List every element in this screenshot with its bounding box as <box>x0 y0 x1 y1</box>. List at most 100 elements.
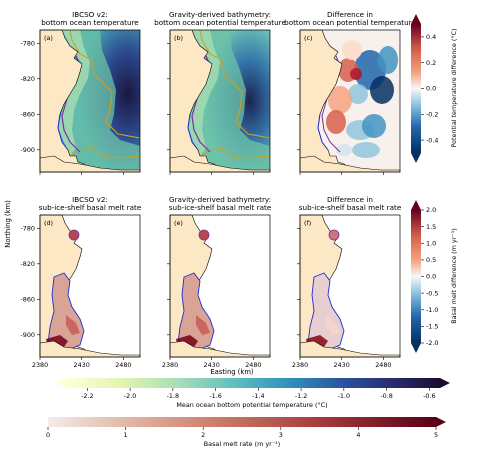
difference-patch <box>352 142 380 158</box>
y-tick-label: -900 <box>20 331 35 339</box>
panel-d: IBCSO v2:sub-ice-shelf basal melt rate (d… <box>20 195 141 369</box>
panel-title: Gravity-derived bathymetry: <box>169 10 271 19</box>
panel-subtitle: sub-ice-shelf basal melt rate <box>299 203 402 212</box>
panel-b: Gravity-derived bathymetry:bottom ocean … <box>154 10 286 175</box>
colorbar-tick-label: -1.5 <box>426 323 438 331</box>
x-tick-label: 2380 <box>32 361 48 369</box>
panel-title: IBCSO v2: <box>72 195 108 204</box>
panel-label: (d) <box>44 219 53 227</box>
colorbar-tick-label: -1.8 <box>167 392 179 400</box>
x-tick-label: 2430 <box>204 361 220 369</box>
panel-title: Difference in <box>327 195 373 204</box>
difference-patch <box>362 114 386 138</box>
colorbar-tick-label: 1.5 <box>426 223 436 231</box>
y-tick-label: -860 <box>20 296 35 304</box>
difference-patch <box>348 84 368 104</box>
ice-shelf-melt <box>328 229 340 241</box>
y-tick-label: -780 <box>20 225 35 233</box>
colorbar-tick-label: -1.0 <box>426 306 438 314</box>
ice-shelf-melt <box>198 229 210 241</box>
panel-subtitle: bottom ocean potential temperature <box>284 18 416 27</box>
colorbar-tick-label: 0 <box>46 431 50 439</box>
panel-label: (f) <box>304 219 311 227</box>
axes-frame <box>39 214 141 358</box>
colorbar-tick-label: -2.2 <box>81 392 93 400</box>
colorbar-tick-label: 2.0 <box>426 206 436 214</box>
colorbar-tick-label: -0.2 <box>426 111 438 119</box>
x-tick-label: 2480 <box>115 361 131 369</box>
x-axis-label: Easting (km) <box>210 368 254 376</box>
difference-patch <box>336 144 352 156</box>
colorbar-temperature-difference: 0.4 0.2 0.0 -0.2 -0.4 Potential temperature … <box>411 14 458 163</box>
y-axis-label: Northing (km) <box>4 200 12 248</box>
panel-label: (c) <box>304 34 313 42</box>
colorbar-tick-label: 1.0 <box>426 239 436 247</box>
axes-frame <box>39 29 141 173</box>
grounding-line <box>317 113 329 151</box>
panel-subtitle: sub-ice-shelf basal melt rate <box>169 203 272 212</box>
colorbar-melt: 0 1 2 3 4 5 Basal melt rate (m yr⁻¹) <box>46 417 446 448</box>
high-melt-region <box>326 315 340 335</box>
x-tick-label: 2480 <box>245 361 261 369</box>
colorbar-tick-label: 0.2 <box>426 59 436 67</box>
colorbar-tick-label: -1.4 <box>252 392 264 400</box>
colorbar-tick-label: -2.0 <box>426 339 438 347</box>
difference-patch <box>370 76 394 104</box>
difference-patch <box>342 40 362 60</box>
colorbar-melt-difference-label: Basal melt difference (m yr⁻¹) <box>450 228 458 324</box>
colorbar-melt-label: Basal melt rate (m yr⁻¹) <box>204 440 280 448</box>
grounding-line <box>57 113 69 151</box>
panel-label: (b) <box>174 34 183 42</box>
colorbar-tick-label: 4 <box>356 431 360 439</box>
panel-subtitle: bottom ocean temperature <box>41 18 139 27</box>
colorbar-temperature: -2.2 -2.0 -1.8 -1.6 -1.4 -1.2 -1.0 -0.8 -0.6 Mea… <box>56 378 450 409</box>
panel-label: (a) <box>44 34 53 42</box>
difference-patch <box>328 86 352 114</box>
ice-shelf-melt <box>68 229 80 241</box>
colorbar-tick-label: 0.5 <box>426 256 436 264</box>
axes-frame <box>169 29 271 173</box>
difference-patch <box>326 110 346 134</box>
panel-title: Gravity-derived bathymetry: <box>169 195 271 204</box>
grounding-line <box>187 113 199 151</box>
colorbar-tick-label: -0.4 <box>426 136 438 144</box>
axes-frame <box>299 214 401 358</box>
colorbar-tick-label: 2 <box>201 431 205 439</box>
panel-title: IBCSO v2: <box>72 10 108 19</box>
colorbar-tick-label: 0.0 <box>426 273 436 281</box>
colorbar-melt-difference: 2.0 1.5 1.0 0.5 0.0 -0.5 -1.0 -1.5 -2.0 Basal me… <box>411 200 458 353</box>
y-tick-label: -860 <box>20 111 35 119</box>
difference-patch <box>378 46 398 74</box>
difference-patch <box>350 68 362 80</box>
x-tick-label: 2430 <box>334 361 350 369</box>
x-tick-label: 2480 <box>375 361 391 369</box>
panel-subtitle: sub-ice-shelf basal melt rate <box>39 203 142 212</box>
x-tick-label: 2380 <box>162 361 178 369</box>
colorbar-tick-label: 0.4 <box>426 33 436 41</box>
colorbar-tick-label: -2.0 <box>124 392 136 400</box>
axes-frame <box>169 214 271 358</box>
colorbar-tick-label: 0.0 <box>426 85 436 93</box>
x-tick-label: 2380 <box>292 361 308 369</box>
colorbar-tick-label: -1.2 <box>295 392 307 400</box>
high-melt-region <box>66 315 80 335</box>
panel-e: Gravity-derived bathymetry:sub-ice-shelf… <box>162 195 272 369</box>
colorbar-tick-label: 1 <box>124 431 128 439</box>
colorbar-tick-label: -0.6 <box>423 392 435 400</box>
colorbar-tick-label: -1.0 <box>338 392 350 400</box>
colorbar-tick-label: 5 <box>434 431 438 439</box>
x-tick-label: 2430 <box>74 361 90 369</box>
panel-a: IBCSO v2:bottom ocean temperature (a) -780… <box>20 10 141 175</box>
colorbar-temperature-label: Mean ocean bottom potential temperature … <box>176 401 327 409</box>
colorbar-tick-label: -1.6 <box>209 392 221 400</box>
panel-subtitle: bottom ocean potential temperature <box>154 18 286 27</box>
panel-title: Difference in <box>327 10 373 19</box>
colorbar-tick-label: -0.8 <box>380 392 392 400</box>
y-tick-label: -900 <box>20 146 35 154</box>
colorbar-tick-label: -0.5 <box>426 289 438 297</box>
high-melt-region <box>196 315 210 335</box>
y-tick-label: -820 <box>20 260 35 268</box>
